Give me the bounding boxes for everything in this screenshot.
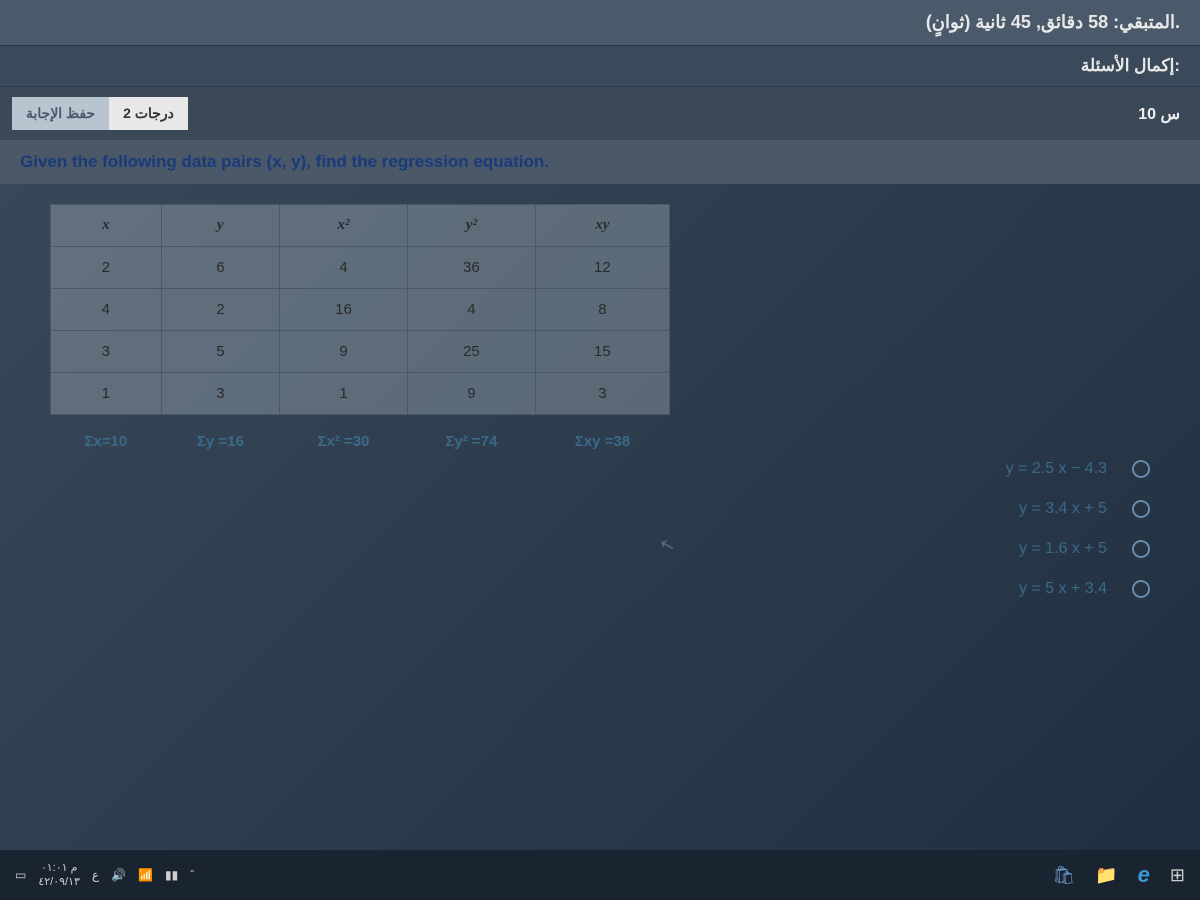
answer-text-3: y = 1.6 x + 5 xyxy=(1019,540,1107,558)
radio-4[interactable] xyxy=(1132,580,1150,598)
table-row: 4 2 16 4 8 xyxy=(51,289,670,331)
volume-icon[interactable]: 🔊 xyxy=(111,868,126,882)
question-prompt: Given the following data pairs (x, y), f… xyxy=(0,140,1200,184)
col-x: x xyxy=(51,205,162,247)
task-view-icon[interactable]: ⊞ xyxy=(1170,865,1185,886)
regression-table: x y x² y² xy 2 6 4 36 12 4 2 16 4 8 3 5 … xyxy=(50,204,670,462)
question-header: حفظ الإجابة 2 درجات س 10 xyxy=(0,87,1200,140)
taskbar-right: 🛍 📁 e ⊞ xyxy=(1052,862,1185,888)
chevron-up-icon[interactable]: ˆ xyxy=(190,868,194,882)
save-answer-button[interactable]: حفظ الإجابة xyxy=(12,97,109,130)
file-explorer-icon[interactable]: 📁 xyxy=(1095,865,1117,886)
edge-icon[interactable]: e xyxy=(1138,862,1150,888)
battery-icon[interactable]: ▮▮ xyxy=(165,868,178,882)
answer-text-1: y = 2.5 x − 4.3 xyxy=(1006,460,1107,478)
table-row: 2 6 4 36 12 xyxy=(51,247,670,289)
windows-taskbar: ▭ م ٠١:٠١ ٤٢/٠٩/١٣ ع 🔊 📶 ▮▮ ˆ 🛍 📁 e ⊞ xyxy=(0,850,1200,900)
points-badge: 2 درجات xyxy=(109,97,188,130)
col-x2: x² xyxy=(280,205,408,247)
table-sums-row: Σx=10 Σy =16 Σx² =30 Σy² =74 Σxy =38 xyxy=(51,415,670,463)
taskbar-lang[interactable]: ع xyxy=(92,868,99,882)
answer-option-2[interactable]: y = 3.4 x + 5 xyxy=(1019,500,1150,518)
col-xy: xy xyxy=(535,205,669,247)
completion-bar: إكمال الأسئلة: xyxy=(0,46,1200,87)
table-row: 1 3 1 9 3 xyxy=(51,373,670,415)
answer-option-3[interactable]: y = 1.6 x + 5 xyxy=(1019,540,1150,558)
answer-option-1[interactable]: y = 2.5 x − 4.3 xyxy=(1006,460,1150,478)
radio-1[interactable] xyxy=(1132,460,1150,478)
taskbar-clock[interactable]: م ٠١:٠١ ٤٢/٠٩/١٣ xyxy=(38,861,80,890)
answer-option-4[interactable]: y = 5 x + 3.4 xyxy=(1019,580,1150,598)
timer-text: المتبقي: 58 دقائق, 45 ثانية (ثوانٍ). xyxy=(926,12,1180,32)
completion-text: إكمال الأسئلة: xyxy=(1081,56,1180,75)
badges: حفظ الإجابة 2 درجات xyxy=(12,97,188,130)
cursor-icon: ↖ xyxy=(658,533,678,557)
col-y2: y² xyxy=(407,205,535,247)
answer-text-2: y = 3.4 x + 5 xyxy=(1019,500,1107,518)
timer-bar: المتبقي: 58 دقائق, 45 ثانية (ثوانٍ). xyxy=(0,0,1200,46)
question-number: س 10 xyxy=(1138,104,1188,124)
answer-text-4: y = 5 x + 3.4 xyxy=(1019,580,1107,598)
radio-2[interactable] xyxy=(1132,500,1150,518)
notifications-icon[interactable]: ▭ xyxy=(15,868,26,882)
table-row: 3 5 9 25 15 xyxy=(51,331,670,373)
data-table-container: x y x² y² xy 2 6 4 36 12 4 2 16 4 8 3 5 … xyxy=(0,184,1200,482)
store-icon[interactable]: 🛍 xyxy=(1052,865,1075,886)
table-header-row: x y x² y² xy xyxy=(51,205,670,247)
taskbar-left: ▭ م ٠١:٠١ ٤٢/٠٩/١٣ ع 🔊 📶 ▮▮ ˆ xyxy=(15,861,194,890)
col-y: y xyxy=(161,205,279,247)
wifi-icon[interactable]: 📶 xyxy=(138,868,153,882)
answer-options: y = 2.5 x − 4.3 y = 3.4 x + 5 y = 1.6 x … xyxy=(1006,460,1150,598)
radio-3[interactable] xyxy=(1132,540,1150,558)
